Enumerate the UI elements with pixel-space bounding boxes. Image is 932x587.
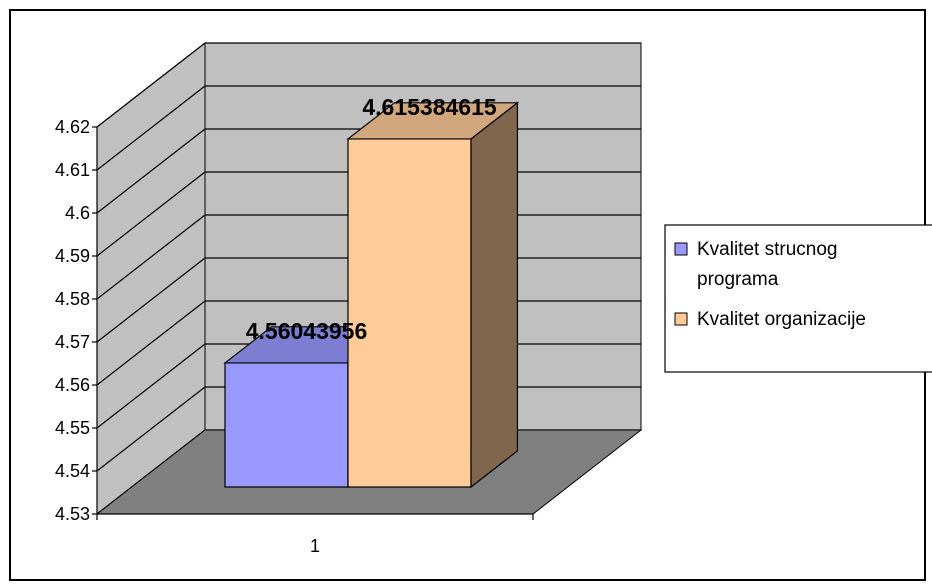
data-labels: 4.56043956 4.615384615	[246, 94, 497, 344]
bar-front-face	[347, 138, 472, 488]
y-tick-label: 4.62	[55, 117, 90, 137]
y-tick-label: 4.54	[55, 461, 90, 481]
bar-side-face	[470, 101, 519, 489]
bar-front-face	[224, 362, 349, 488]
legend-swatch	[674, 312, 688, 326]
y-tick-label: 4.57	[55, 332, 90, 352]
gridline	[96, 42, 641, 128]
bars	[223, 101, 520, 489]
legend: Kvalitet strucnog programa Kvalitet organi…	[664, 224, 932, 373]
legend-swatch	[674, 242, 688, 256]
legend-label: Kvalitet organizacije	[697, 309, 866, 330]
y-axis-tick-labels: 4.53 4.54 4.55 4.56 4.57 4.58 4.59 4.6 4.61 4.62	[55, 117, 90, 524]
data-label: 4.615384615	[362, 94, 497, 120]
y-tick-label: 4.53	[55, 504, 90, 524]
x-axis-tick-labels: 1	[310, 536, 320, 556]
y-tick-label: 4.59	[55, 246, 90, 266]
y-tick-label: 4.55	[55, 418, 90, 438]
legend-label-line: Kvalitet organizacije	[697, 309, 866, 330]
y-tick-label: 4.6	[65, 203, 90, 223]
y-tick-label: 4.58	[55, 289, 90, 309]
data-label: 4.56043956	[246, 318, 368, 344]
x-tick-label: 1	[310, 536, 320, 556]
bar-2	[346, 101, 520, 489]
legend-box	[664, 224, 932, 373]
y-tick-label: 4.61	[55, 160, 90, 180]
legend-label-line: programa	[697, 269, 779, 290]
gridline	[96, 85, 641, 171]
legend-label-line: Kvalitet strucnog	[697, 239, 837, 260]
axes	[92, 126, 534, 520]
y-tick-label: 4.56	[55, 375, 90, 395]
legend-label: Kvalitet strucnog programa	[697, 239, 837, 290]
